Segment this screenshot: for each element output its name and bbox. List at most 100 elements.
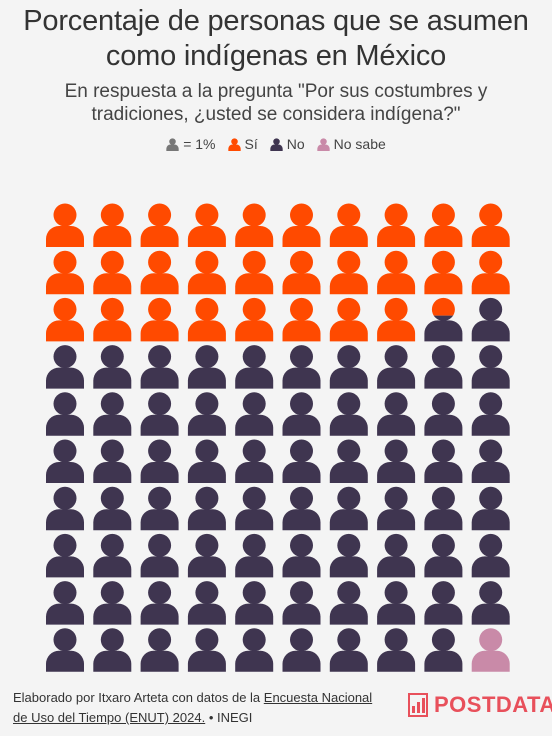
waffle-person bbox=[377, 486, 416, 531]
brand-name: POSTDATA bbox=[434, 692, 552, 717]
waffle-person bbox=[471, 628, 510, 672]
waffle-person bbox=[187, 203, 226, 247]
waffle-person bbox=[329, 345, 368, 389]
waffle-person bbox=[46, 250, 84, 295]
waffle-person bbox=[471, 345, 510, 389]
waffle-person bbox=[377, 581, 416, 625]
waffle-person bbox=[424, 486, 463, 531]
waffle-person bbox=[377, 628, 416, 672]
legend-unit-label: = 1% bbox=[183, 136, 216, 152]
waffle-person bbox=[329, 439, 368, 483]
waffle-person bbox=[187, 392, 226, 436]
source-credit: Elaborado por Itxaro Arteta con datos de… bbox=[13, 688, 373, 728]
waffle-person bbox=[140, 392, 179, 436]
waffle-person bbox=[329, 392, 368, 436]
waffle-person bbox=[140, 628, 179, 672]
waffle-person bbox=[46, 628, 84, 672]
chart-logo-icon bbox=[408, 693, 428, 717]
waffle-person bbox=[93, 297, 132, 342]
waffle-person bbox=[282, 439, 321, 483]
waffle-chart bbox=[46, 203, 510, 672]
waffle-person bbox=[46, 581, 84, 625]
waffle-person bbox=[377, 439, 416, 483]
waffle-person bbox=[424, 628, 463, 672]
waffle-person bbox=[377, 297, 416, 342]
waffle-person bbox=[140, 345, 179, 389]
waffle-person bbox=[282, 392, 321, 436]
waffle-person bbox=[424, 297, 463, 342]
waffle-person bbox=[471, 533, 510, 578]
waffle-person bbox=[187, 533, 226, 578]
waffle-person bbox=[424, 203, 463, 247]
waffle-person bbox=[471, 297, 510, 342]
legend-label-si: Sí bbox=[244, 136, 258, 152]
legend-label-no: No bbox=[286, 136, 305, 152]
waffle-person bbox=[377, 533, 416, 578]
legend-label-no-sabe: No sabe bbox=[333, 136, 386, 152]
waffle-person bbox=[187, 628, 226, 672]
waffle-person bbox=[282, 486, 321, 531]
waffle-person bbox=[93, 533, 132, 578]
waffle-person bbox=[471, 486, 510, 531]
waffle-person bbox=[329, 250, 368, 295]
waffle-person bbox=[140, 581, 179, 625]
waffle-person bbox=[471, 439, 510, 483]
waffle-person bbox=[140, 533, 179, 578]
waffle-person bbox=[93, 486, 132, 531]
waffle-person bbox=[187, 581, 226, 625]
waffle-person bbox=[93, 628, 132, 672]
waffle-person bbox=[187, 486, 226, 531]
credit-suffix: • INEGI bbox=[205, 710, 253, 725]
waffle-person bbox=[282, 250, 321, 295]
waffle-person bbox=[235, 250, 274, 295]
waffle-person bbox=[235, 581, 274, 625]
waffle-person bbox=[187, 345, 226, 389]
waffle-person bbox=[329, 203, 368, 247]
waffle-person bbox=[424, 345, 463, 389]
waffle-person bbox=[187, 250, 226, 295]
waffle-person bbox=[93, 581, 132, 625]
credit-prefix: Elaborado por Itxaro Arteta con datos de… bbox=[13, 690, 264, 705]
brand-logo: POSTDATA bbox=[406, 692, 552, 718]
waffle-person bbox=[424, 392, 463, 436]
waffle-person bbox=[329, 486, 368, 531]
waffle-person bbox=[93, 345, 132, 389]
waffle-person bbox=[282, 203, 321, 247]
waffle-person bbox=[424, 581, 463, 625]
waffle-person bbox=[140, 486, 179, 531]
person-icon bbox=[270, 137, 283, 151]
waffle-person bbox=[140, 250, 179, 295]
legend-item-si: Sí bbox=[227, 136, 258, 152]
legend-item-no-sabe: No sabe bbox=[316, 136, 386, 152]
waffle-person bbox=[46, 203, 84, 247]
waffle-person bbox=[471, 392, 510, 436]
waffle-person bbox=[377, 392, 416, 436]
waffle-person bbox=[235, 533, 274, 578]
person-icon bbox=[166, 137, 179, 151]
waffle-person bbox=[377, 203, 416, 247]
legend-unit: = 1% bbox=[166, 136, 216, 152]
waffle-person bbox=[471, 203, 510, 247]
source-link[interactable]: Encuesta Nacional de Uso del Tiempo (ENU… bbox=[13, 690, 373, 725]
waffle-person bbox=[46, 392, 84, 436]
waffle-person bbox=[187, 297, 226, 342]
waffle-person bbox=[46, 533, 84, 578]
waffle-person bbox=[235, 486, 274, 531]
waffle-person bbox=[140, 297, 179, 342]
waffle-person bbox=[282, 297, 321, 342]
waffle-person bbox=[235, 345, 274, 389]
waffle-person bbox=[329, 581, 368, 625]
page-title: Porcentaje de personas que se asumen com… bbox=[23, 5, 529, 72]
waffle-person bbox=[329, 533, 368, 578]
waffle-person bbox=[140, 439, 179, 483]
waffle-person bbox=[235, 392, 274, 436]
waffle-person bbox=[46, 439, 84, 483]
waffle-person bbox=[329, 297, 368, 342]
waffle-person bbox=[46, 345, 84, 389]
waffle-person bbox=[235, 297, 274, 342]
waffle-person bbox=[282, 581, 321, 625]
waffle-person bbox=[93, 250, 132, 295]
waffle-person bbox=[235, 439, 274, 483]
waffle-person bbox=[329, 628, 368, 672]
waffle-person bbox=[471, 581, 510, 625]
